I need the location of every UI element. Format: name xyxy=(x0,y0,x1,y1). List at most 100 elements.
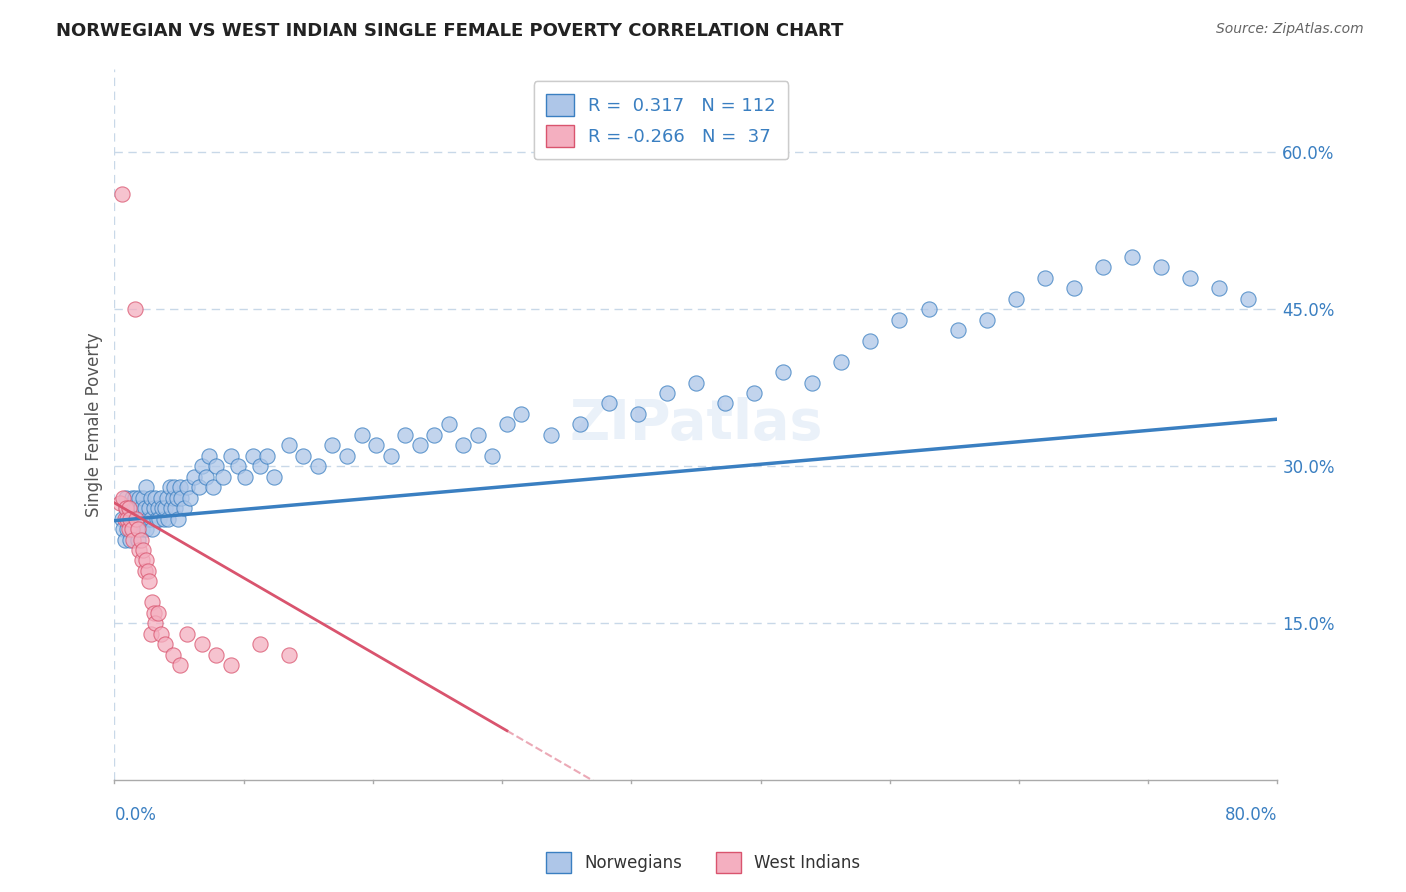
Point xyxy=(125,501,148,516)
Point xyxy=(114,533,136,547)
Point xyxy=(350,427,373,442)
Point xyxy=(157,511,180,525)
Point xyxy=(655,386,678,401)
Point xyxy=(453,438,475,452)
Point xyxy=(134,501,156,516)
Point xyxy=(136,564,159,578)
Text: ZIPatlas: ZIPatlas xyxy=(569,397,823,451)
Point xyxy=(132,543,155,558)
Point xyxy=(156,491,179,505)
Point xyxy=(187,480,209,494)
Point xyxy=(129,533,152,547)
Point xyxy=(141,595,163,609)
Point xyxy=(321,438,343,452)
Point xyxy=(134,564,156,578)
Point xyxy=(190,637,212,651)
Point xyxy=(162,648,184,662)
Point xyxy=(190,459,212,474)
Point xyxy=(859,334,882,348)
Text: NORWEGIAN VS WEST INDIAN SINGLE FEMALE POVERTY CORRELATION CHART: NORWEGIAN VS WEST INDIAN SINGLE FEMALE P… xyxy=(56,22,844,40)
Point xyxy=(568,417,591,432)
Point xyxy=(176,480,198,494)
Point xyxy=(336,449,359,463)
Point xyxy=(124,491,146,505)
Point xyxy=(129,511,152,525)
Point xyxy=(139,511,162,525)
Point xyxy=(167,511,190,525)
Point xyxy=(124,302,146,317)
Point xyxy=(115,501,138,516)
Point xyxy=(467,427,489,442)
Point xyxy=(117,522,139,536)
Point xyxy=(149,491,172,505)
Point xyxy=(233,469,256,483)
Point xyxy=(122,501,145,516)
Point xyxy=(118,501,141,516)
Point xyxy=(173,501,195,516)
Point xyxy=(143,616,166,631)
Point xyxy=(437,417,460,432)
Point xyxy=(481,449,503,463)
Point xyxy=(143,491,166,505)
Point xyxy=(114,511,136,525)
Point xyxy=(364,438,387,452)
Point xyxy=(128,491,150,505)
Point xyxy=(125,511,148,525)
Point xyxy=(115,501,138,516)
Point xyxy=(128,543,150,558)
Point xyxy=(139,626,162,640)
Point xyxy=(155,501,177,516)
Point xyxy=(118,501,141,516)
Point xyxy=(146,606,169,620)
Point xyxy=(159,480,181,494)
Point xyxy=(117,511,139,525)
Point xyxy=(249,459,271,474)
Point xyxy=(125,511,148,525)
Point xyxy=(423,427,446,442)
Point xyxy=(772,365,794,379)
Point xyxy=(122,533,145,547)
Point xyxy=(166,491,188,505)
Point xyxy=(138,501,160,516)
Point xyxy=(226,459,249,474)
Point xyxy=(742,386,765,401)
Point xyxy=(135,553,157,567)
Point xyxy=(183,469,205,483)
Point xyxy=(115,491,138,505)
Point xyxy=(162,491,184,505)
Point xyxy=(153,511,176,525)
Point xyxy=(160,501,183,516)
Point xyxy=(277,438,299,452)
Point xyxy=(198,449,221,463)
Point xyxy=(131,553,153,567)
Point xyxy=(132,511,155,525)
Point xyxy=(135,522,157,536)
Point xyxy=(176,626,198,640)
Point xyxy=(917,302,939,317)
Point xyxy=(1178,270,1201,285)
Point xyxy=(714,396,737,410)
Point xyxy=(127,522,149,536)
Point xyxy=(129,501,152,516)
Point xyxy=(219,449,242,463)
Point xyxy=(138,574,160,589)
Point xyxy=(155,637,177,651)
Point xyxy=(685,376,707,390)
Point xyxy=(111,511,134,525)
Point xyxy=(121,511,143,525)
Point xyxy=(139,491,162,505)
Point xyxy=(219,658,242,673)
Point xyxy=(1091,260,1114,275)
Point xyxy=(394,427,416,442)
Point xyxy=(277,648,299,662)
Point xyxy=(121,491,143,505)
Point xyxy=(249,637,271,651)
Point xyxy=(205,648,228,662)
Point xyxy=(122,522,145,536)
Point xyxy=(132,491,155,505)
Point xyxy=(598,396,620,410)
Point xyxy=(540,427,562,442)
Point xyxy=(127,522,149,536)
Point xyxy=(380,449,402,463)
Point xyxy=(169,658,191,673)
